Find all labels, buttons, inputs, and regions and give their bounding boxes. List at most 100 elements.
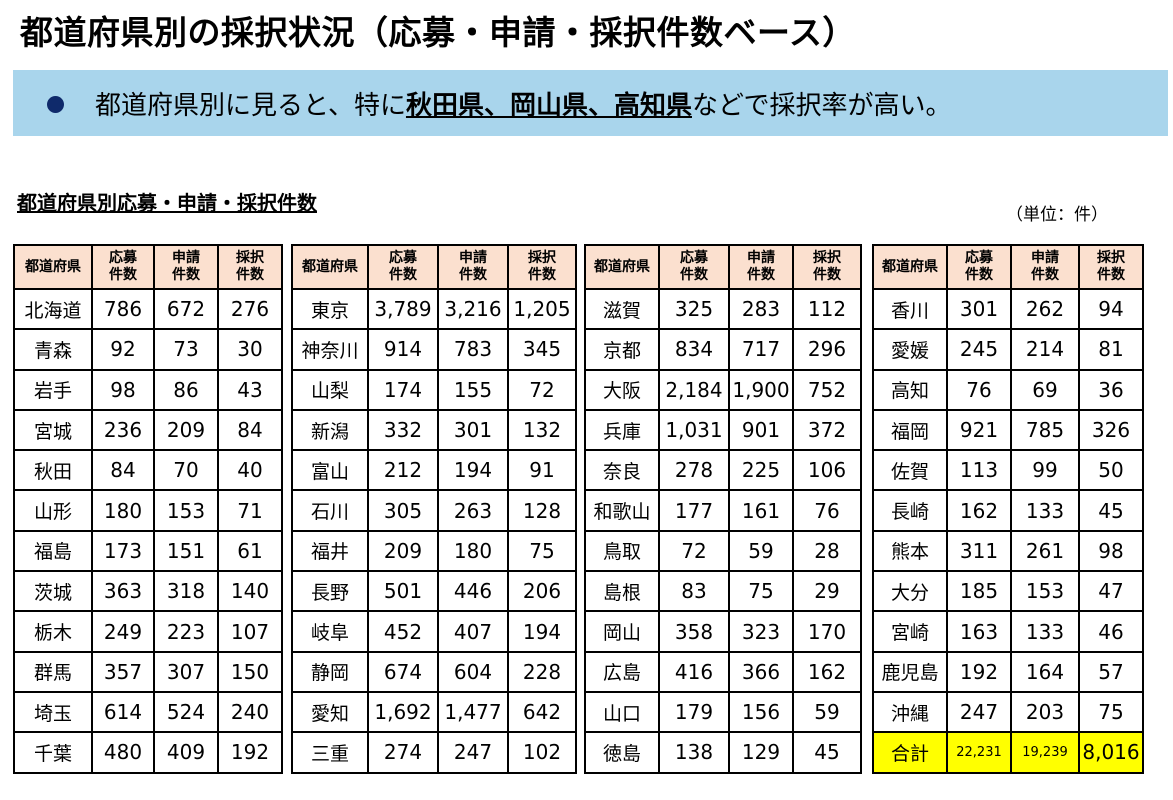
prefecture-cell: 大阪 <box>584 368 660 411</box>
adopted-cell: 47 <box>1078 570 1144 613</box>
prefecture-cell: 滋賀 <box>584 287 660 331</box>
header-adopted: 採択 件数 <box>1078 244 1144 290</box>
requests-cell: 155 <box>437 368 509 411</box>
prefecture-cell: 北海道 <box>13 287 93 331</box>
adopted-cell: 326 <box>1078 408 1144 452</box>
applications-cell: 301 <box>946 287 1012 331</box>
requests-cell: 672 <box>153 287 219 331</box>
table-row: 宮城 236 209 84 <box>13 408 283 452</box>
applications-cell: 163 <box>946 610 1012 653</box>
adopted-cell: 75 <box>1078 690 1144 734</box>
header-applications: 応募 件数 <box>658 244 730 290</box>
applications-cell: 173 <box>91 529 155 573</box>
applications-cell: 480 <box>91 731 155 774</box>
table-row: 香川 301 262 94 <box>872 287 1144 331</box>
applications-cell: 236 <box>91 408 155 452</box>
table-row: 石川 305 263 128 <box>291 489 577 532</box>
applications-cell: 185 <box>946 570 1012 613</box>
prefecture-cell: 静岡 <box>291 650 369 693</box>
prefecture-cell: 栃木 <box>13 610 93 653</box>
table-row: 秋田 84 70 40 <box>13 449 283 492</box>
adopted-cell: 107 <box>217 610 283 653</box>
summary-suffix: などで採択率が高い。 <box>691 91 952 121</box>
prefecture-cell: 大分 <box>872 570 948 613</box>
prefecture-cell: 群馬 <box>13 650 93 693</box>
table-row: 滋賀 325 283 112 <box>584 287 862 331</box>
requests-cell: 1,900 <box>728 368 794 411</box>
adopted-cell: 128 <box>507 489 577 532</box>
adopted-cell: 45 <box>1078 489 1144 532</box>
requests-cell: 318 <box>153 570 219 613</box>
table-row: 岩手 98 86 43 <box>13 368 283 411</box>
table-row: 北海道 786 672 276 <box>13 287 283 331</box>
prefecture-cell: 三重 <box>291 731 369 774</box>
header-requests: 申請 件数 <box>437 244 509 290</box>
requests-cell: 223 <box>153 610 219 653</box>
header-requests: 申請 件数 <box>728 244 794 290</box>
prefecture-table-4: 都道府県 応募 件数 申請 件数 採択 件数 香川 301 262 94 愛媛 245 214 8… <box>872 244 1144 774</box>
adopted-cell: 1,205 <box>507 287 577 331</box>
header-applications: 応募 件数 <box>367 244 439 290</box>
adopted-cell: 76 <box>792 489 862 532</box>
adopted-cell: 192 <box>217 731 283 774</box>
table-row: 兵庫 1,031 901 372 <box>584 408 862 452</box>
table-row: 東京 3,789 3,216 1,205 <box>291 287 577 331</box>
applications-cell: 3,789 <box>367 287 439 331</box>
requests-cell: 783 <box>437 328 509 371</box>
requests-cell: 153 <box>153 489 219 532</box>
adopted-cell: 194 <box>507 610 577 653</box>
applications-cell: 180 <box>91 489 155 532</box>
table-row: 京都 834 717 296 <box>584 328 862 371</box>
adopted-cell: 40 <box>217 449 283 492</box>
table-row: 沖縄 247 203 75 <box>872 690 1144 734</box>
applications-cell: 358 <box>658 610 730 653</box>
adopted-cell: 170 <box>792 610 862 653</box>
table-header-row: 都道府県 応募 件数 申請 件数 採択 件数 <box>13 244 283 290</box>
adopted-cell: 162 <box>792 650 862 693</box>
adopted-cell: 276 <box>217 287 283 331</box>
applications-cell: 212 <box>367 449 439 492</box>
prefecture-cell: 富山 <box>291 449 369 492</box>
applications-cell: 174 <box>367 368 439 411</box>
requests-cell: 604 <box>437 650 509 693</box>
prefecture-cell: 新潟 <box>291 408 369 452</box>
requests-cell: 129 <box>728 731 794 774</box>
adopted-cell: 28 <box>792 529 862 573</box>
adopted-cell: 59 <box>792 690 862 734</box>
table-row: 愛媛 245 214 81 <box>872 328 1144 371</box>
table-row: 長野 501 446 206 <box>291 570 577 613</box>
prefecture-cell: 山口 <box>584 690 660 734</box>
applications-cell: 209 <box>367 529 439 573</box>
prefecture-cell: 長崎 <box>872 489 948 532</box>
prefecture-cell: 長野 <box>291 570 369 613</box>
adopted-cell: 94 <box>1078 287 1144 331</box>
prefecture-cell: 千葉 <box>13 731 93 774</box>
applications-cell: 84 <box>91 449 155 492</box>
applications-cell: 325 <box>658 287 730 331</box>
table-row: 千葉 480 409 192 <box>13 731 283 774</box>
applications-cell: 311 <box>946 529 1012 573</box>
table-row: 栃木 249 223 107 <box>13 610 283 653</box>
adopted-cell: 36 <box>1078 368 1144 411</box>
applications-cell: 416 <box>658 650 730 693</box>
applications-cell: 247 <box>946 690 1012 734</box>
prefecture-cell: 京都 <box>584 328 660 371</box>
requests-cell: 151 <box>153 529 219 573</box>
prefecture-cell: 熊本 <box>872 529 948 573</box>
header-applications: 応募 件数 <box>946 244 1012 290</box>
adopted-cell: 112 <box>792 287 862 331</box>
table-row: 神奈川 914 783 345 <box>291 328 577 371</box>
prefecture-cell: 広島 <box>584 650 660 693</box>
prefecture-cell: 宮城 <box>13 408 93 452</box>
adopted-cell: 228 <box>507 650 577 693</box>
applications-cell: 674 <box>367 650 439 693</box>
total-adopted-cell: 8,016 <box>1078 731 1144 774</box>
prefecture-cell: 山梨 <box>291 368 369 411</box>
table-row: 新潟 332 301 132 <box>291 408 577 452</box>
prefecture-cell: 和歌山 <box>584 489 660 532</box>
table-row: 岡山 358 323 170 <box>584 610 862 653</box>
adopted-cell: 240 <box>217 690 283 734</box>
prefecture-cell: 高知 <box>872 368 948 411</box>
adopted-cell: 150 <box>217 650 283 693</box>
table-row: 長崎 162 133 45 <box>872 489 1144 532</box>
